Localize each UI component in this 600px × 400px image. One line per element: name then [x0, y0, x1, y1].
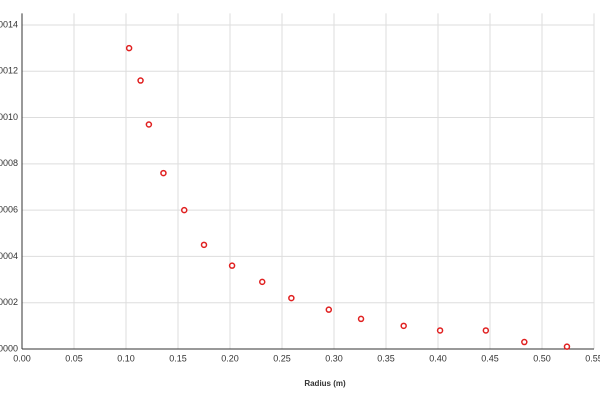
point: [288, 294, 295, 302]
point: [160, 169, 167, 177]
point: [180, 206, 188, 214]
point: [482, 327, 490, 334]
y-tick-label: 0.0010: [0, 112, 18, 122]
y-tick-label: 0.0006: [0, 205, 18, 215]
y-tick-label: 0.0004: [0, 251, 18, 261]
x-tick-label: 0.25: [273, 353, 291, 363]
x-axis-label: Radius (m): [304, 379, 346, 388]
point: [357, 315, 365, 323]
point: [563, 343, 571, 350]
point: [137, 77, 144, 84]
point: [521, 338, 528, 346]
y-tick-label: 0.0012: [0, 66, 18, 76]
x-tick-label: 0.40: [429, 353, 447, 363]
x-tick-label: 0.20: [221, 353, 239, 363]
y-tick-label: 0.0000: [0, 343, 18, 353]
x-tick-label: 0.15: [169, 353, 187, 363]
x-tick-label: 0.35: [377, 353, 395, 363]
x-tick-label: 0.00: [13, 353, 31, 363]
point: [125, 44, 133, 52]
x-tick-label: 0.50: [533, 353, 551, 363]
point: [228, 262, 236, 269]
point: [145, 121, 153, 128]
x-tick-label: 0.30: [325, 353, 343, 363]
x-tick-label: 0.10: [117, 353, 135, 363]
y-tick-label: 0.0014: [0, 19, 18, 29]
x-tick-label: 0.05: [65, 353, 83, 363]
point: [258, 278, 266, 286]
x-tick-label: 0.55: [585, 353, 600, 363]
y-tick-label: 0.0008: [0, 158, 18, 168]
point: [400, 322, 407, 330]
point: [200, 241, 208, 249]
point: [436, 327, 444, 334]
x-tick-label: 0.45: [481, 353, 499, 363]
y-tick-label: 0.0002: [0, 297, 18, 307]
point: [325, 306, 333, 313]
